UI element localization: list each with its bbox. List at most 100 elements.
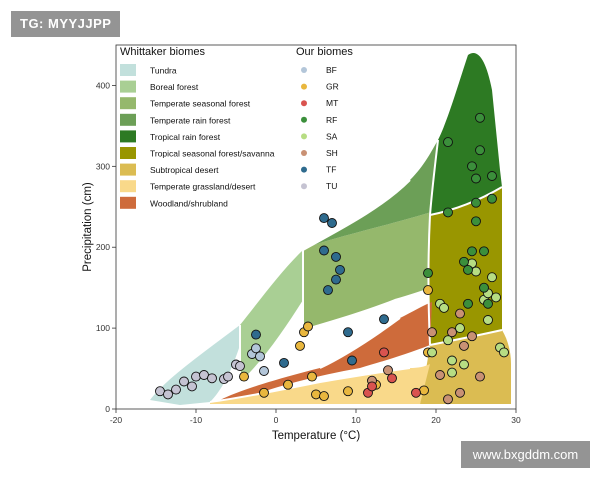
point-rf [443,137,453,148]
point-tu [191,371,201,382]
biome-boundary [429,186,503,216]
y-tick-label: 200 [96,242,110,252]
point-tf [335,264,345,275]
point-tu [223,371,233,382]
point-sh [455,387,465,398]
legend-swatch [120,196,136,209]
legend-swatch [120,113,136,126]
point-sh [435,370,445,380]
point-rf [443,207,453,218]
point-rf [483,298,493,309]
point-tu [207,373,217,384]
point-sa [447,355,457,366]
legend-biome-label: Boreal forest [150,82,199,92]
y-axis: 0 100 200 300 400 [96,80,116,414]
point-bf [255,351,265,362]
watermark-bottom-right: www.bxgddm.com [461,441,590,468]
biome-boundary [427,139,439,346]
point-tf [343,327,353,338]
point-rf [479,282,489,293]
point-rf [423,268,433,279]
point-gr [423,285,433,296]
legend-swatch [120,64,136,76]
biome-boundary [209,367,411,403]
legend-swatch [120,80,136,93]
point-rf [471,216,481,227]
legend-biome-label: Tropical seasonal forest/savanna [150,149,275,159]
x-tick-label: 10 [351,415,361,425]
point-tf [319,213,329,224]
point-tu [235,361,245,372]
point-rf [459,256,469,267]
point-sa [499,347,509,358]
point-rf [479,246,489,257]
legend-whittaker-biomes: Whittaker biomes Tundra Boreal forest Temp… [120,46,275,209]
plot-frame [115,44,517,410]
point-sa [443,335,453,346]
point-tf [279,357,289,368]
point-sa [427,347,437,358]
legend-our-biomes: Our biomes BF GR MT RF SA SH TF TU [296,46,353,191]
biome-region-tropical-rain-forest [430,53,502,215]
point-rf [471,197,481,208]
point-sh [447,327,457,338]
point-rf [467,246,477,257]
point-sa [487,272,497,283]
point-sh [427,327,437,338]
point-sa [439,302,449,313]
legend-dot [301,116,307,123]
biome-boundary [429,329,503,346]
watermark-top-left: TG: MYYJJPP [11,11,120,37]
point-sh [383,365,393,376]
point-rf [475,145,485,156]
point-sh [459,340,469,351]
legend-swatch [120,97,136,110]
x-tick-label: 20 [431,415,441,425]
point-sa [491,292,501,303]
point-mt [379,347,389,358]
point-gr [259,387,269,398]
point-gr [239,371,249,382]
point-rf [475,112,485,123]
point-rf [463,298,473,309]
data-points [155,112,509,405]
legend-right-title: Our biomes [296,46,353,58]
y-tick-label: 100 [96,323,110,333]
biome-region-temperate-rain-forest [303,140,438,250]
legend-swatch [120,180,136,193]
biome-boundary [302,179,411,251]
legend-swatch [120,130,136,143]
legend-group-label: BF [326,65,337,75]
point-gr [295,340,305,351]
point-gr [311,389,321,400]
point-tf [347,355,357,366]
legend-biome-label: Woodland/shrubland [150,198,228,208]
legend-group-label: RF [326,115,337,125]
point-tu [171,384,181,395]
point-rf [463,264,473,275]
legend-biome-label: Tropical rain forest [150,132,221,142]
legend-dot [301,83,307,90]
point-rf [487,193,497,204]
legend-group-label: TF [326,165,336,175]
point-tf [319,245,329,256]
biome-region-boreal-forest [240,250,303,382]
point-sh [467,331,477,342]
point-sa [471,266,481,277]
legend-left-title: Whittaker biomes [120,46,205,58]
point-tu [179,376,189,387]
legend-group-label: GR [326,82,339,92]
point-tf [323,285,333,296]
y-tick-label: 400 [96,80,110,90]
biome-boundary [302,287,433,331]
legend-biome-label: Subtropical desert [150,165,219,175]
point-sa [459,359,469,370]
point-gr [283,379,293,390]
point-sh [455,308,465,319]
x-axis-label: Temperature (°C) [272,430,360,442]
biome-boundary [319,317,401,369]
y-tick-label: 0 [105,404,110,414]
point-mt [387,373,397,384]
legend-dot [301,133,307,140]
